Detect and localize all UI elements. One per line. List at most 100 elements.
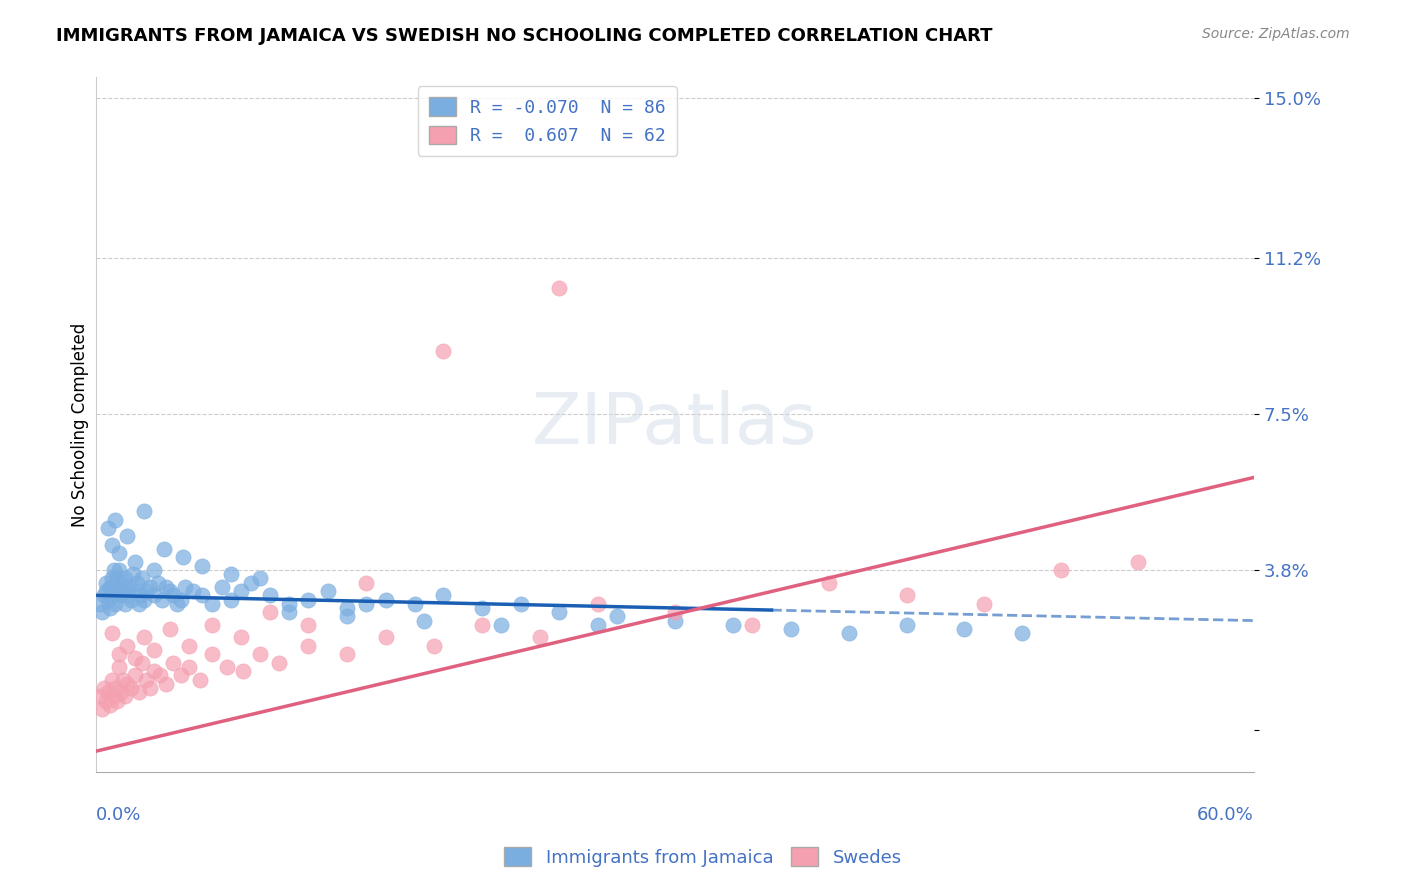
Point xyxy=(190,673,212,687)
Text: ZIPatlas: ZIPatlas xyxy=(533,391,818,459)
Point xyxy=(118,580,141,594)
Point xyxy=(529,631,551,645)
Point xyxy=(93,588,115,602)
Point xyxy=(149,668,172,682)
Point xyxy=(152,541,174,556)
Point xyxy=(166,597,188,611)
Point xyxy=(201,617,224,632)
Point xyxy=(1050,563,1073,577)
Y-axis label: No Schooling Completed: No Schooling Completed xyxy=(72,323,89,527)
Point xyxy=(128,597,150,611)
Point xyxy=(229,631,252,645)
Point xyxy=(259,588,281,602)
Point xyxy=(170,668,193,682)
Point xyxy=(134,631,156,645)
Point xyxy=(297,639,319,653)
Point xyxy=(125,575,148,590)
Point xyxy=(229,584,252,599)
Point xyxy=(150,592,173,607)
Point xyxy=(97,521,120,535)
Point xyxy=(124,668,146,682)
Point xyxy=(107,693,129,707)
Point xyxy=(139,580,162,594)
Point xyxy=(356,597,378,611)
Point xyxy=(432,588,454,602)
Point xyxy=(316,584,339,599)
Point xyxy=(107,572,129,586)
Point xyxy=(110,685,132,699)
Point xyxy=(1011,626,1033,640)
Point xyxy=(278,597,301,611)
Point xyxy=(297,617,319,632)
Point xyxy=(155,677,177,691)
Point xyxy=(432,344,454,359)
Point xyxy=(177,660,200,674)
Point xyxy=(131,572,153,586)
Point xyxy=(114,597,136,611)
Point xyxy=(104,597,127,611)
Point xyxy=(181,584,204,599)
Point xyxy=(134,504,156,518)
Point xyxy=(374,631,396,645)
Point xyxy=(103,690,125,704)
Point xyxy=(135,673,157,687)
Point xyxy=(115,529,138,543)
Point xyxy=(108,648,131,662)
Point xyxy=(110,575,132,590)
Point xyxy=(128,685,150,699)
Point xyxy=(143,643,166,657)
Point xyxy=(548,605,571,619)
Point xyxy=(170,592,193,607)
Point xyxy=(336,648,359,662)
Point xyxy=(93,681,115,695)
Point xyxy=(471,617,494,632)
Point xyxy=(297,592,319,607)
Point xyxy=(548,281,571,295)
Point xyxy=(177,639,200,653)
Point xyxy=(97,685,120,699)
Point xyxy=(269,656,291,670)
Point xyxy=(100,538,122,552)
Point xyxy=(191,588,214,602)
Point xyxy=(104,681,127,695)
Point xyxy=(108,660,131,674)
Point xyxy=(100,673,122,687)
Point xyxy=(94,693,117,707)
Point xyxy=(89,597,111,611)
Text: Source: ZipAtlas.com: Source: ZipAtlas.com xyxy=(1202,27,1350,41)
Point xyxy=(664,605,686,619)
Point xyxy=(278,605,301,619)
Text: 60.0%: 60.0% xyxy=(1197,805,1254,824)
Point xyxy=(259,605,281,619)
Point xyxy=(89,690,111,704)
Point xyxy=(100,588,122,602)
Point xyxy=(139,681,162,695)
Point xyxy=(356,575,378,590)
Point xyxy=(404,597,426,611)
Point xyxy=(413,614,436,628)
Point xyxy=(423,639,446,653)
Point xyxy=(232,664,254,678)
Point xyxy=(586,617,609,632)
Point xyxy=(1126,555,1149,569)
Point xyxy=(219,567,242,582)
Point xyxy=(159,584,181,599)
Text: 0.0%: 0.0% xyxy=(96,805,142,824)
Point xyxy=(120,681,142,695)
Point xyxy=(741,617,763,632)
Point xyxy=(103,563,125,577)
Point xyxy=(155,580,177,594)
Point xyxy=(159,622,181,636)
Point xyxy=(249,572,271,586)
Point xyxy=(664,614,686,628)
Point xyxy=(98,580,121,594)
Point xyxy=(97,592,120,607)
Point xyxy=(336,609,359,624)
Point xyxy=(98,698,121,712)
Point xyxy=(491,617,513,632)
Point xyxy=(953,622,976,636)
Point xyxy=(217,660,239,674)
Point xyxy=(191,558,214,573)
Point xyxy=(135,584,157,599)
Point xyxy=(779,622,801,636)
